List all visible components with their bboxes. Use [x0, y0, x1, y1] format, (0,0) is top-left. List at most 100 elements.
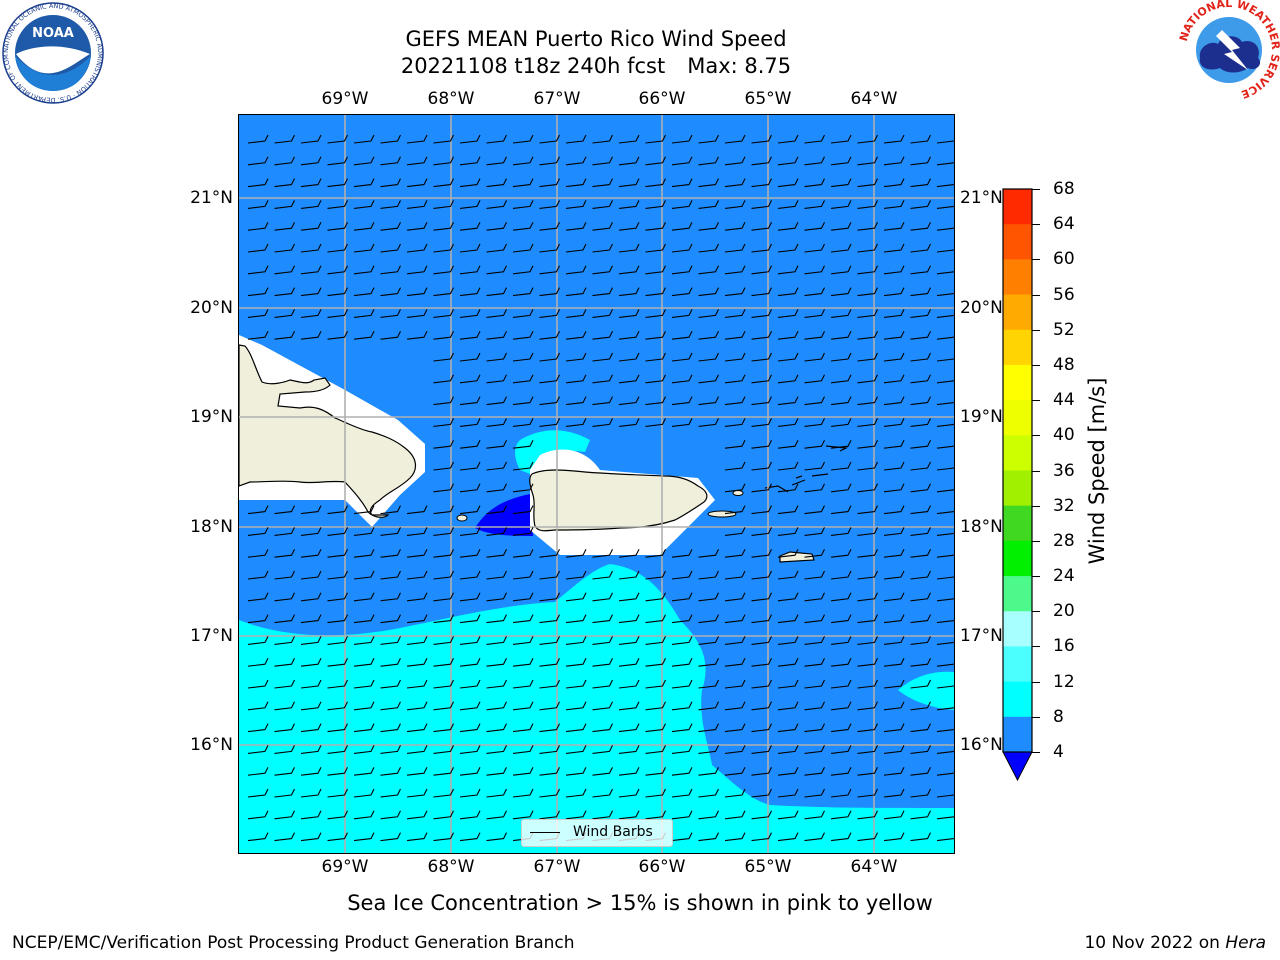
- wind-barb: [406, 287, 428, 297]
- wind-barb: [406, 309, 428, 318]
- wind-barb: [804, 614, 825, 624]
- wind-barb: [830, 636, 852, 645]
- wind-barb: [512, 636, 534, 645]
- wind-barb: [327, 832, 348, 842]
- wind-barb: [857, 374, 878, 384]
- wind-barb: [618, 221, 640, 231]
- wind-barb: [671, 265, 693, 275]
- wind-barb: [512, 309, 534, 318]
- wind-barb: [936, 510, 954, 515]
- wind-barb: [830, 374, 852, 384]
- wind-barb: [857, 832, 878, 842]
- wind-barb: [777, 527, 799, 536]
- wind-barb: [936, 750, 954, 754]
- wind-barb: [247, 701, 269, 711]
- legend-label: Wind Barbs: [573, 824, 653, 840]
- wind-barb: [274, 701, 295, 711]
- wind-barb: [671, 396, 693, 406]
- wind-barb: [777, 287, 799, 297]
- wind-barb: [857, 636, 878, 645]
- wind-barb: [274, 592, 295, 602]
- wind-barb: [645, 636, 666, 645]
- wind-barb: [857, 221, 878, 231]
- wind-barb: [804, 483, 825, 493]
- wind-barb: [751, 614, 772, 624]
- wind-barb: [645, 657, 666, 667]
- wind-barb: [565, 592, 587, 602]
- wind-barb: [724, 461, 746, 471]
- wind-barb: [353, 527, 375, 536]
- wind-barb: [830, 788, 852, 798]
- wind-barb: [565, 723, 587, 733]
- wind-barb: [433, 156, 454, 166]
- wind-barb: [433, 592, 454, 602]
- wind-barb: [406, 657, 428, 667]
- wind-barb: [910, 766, 931, 776]
- wind-barb: [698, 592, 719, 602]
- wind-barb: [830, 439, 852, 449]
- wind-barb: [274, 221, 295, 231]
- wind-barb: [777, 679, 799, 689]
- wind-barb: [804, 592, 825, 602]
- wind-barb: [327, 178, 348, 188]
- wind-barb: [380, 745, 401, 754]
- wind-barb: [883, 723, 905, 733]
- wind-barb: [512, 439, 534, 449]
- wind-barb: [459, 374, 481, 384]
- wind-barb: [724, 221, 746, 231]
- wind-barb: [353, 766, 375, 776]
- wind-barb: [936, 357, 954, 362]
- wind-barb: [512, 461, 534, 471]
- colorbar-cell: [1003, 716, 1032, 753]
- wind-barb: [486, 461, 507, 471]
- wind-barb: [724, 766, 746, 776]
- wind-barb: [751, 243, 772, 253]
- lon-label-bottom: 69°W: [321, 857, 369, 877]
- wind-barb: [751, 418, 772, 427]
- wind-barb: [459, 614, 481, 624]
- colorbar-cell: [1003, 576, 1032, 612]
- wind-barb: [751, 657, 772, 667]
- wind-barb: [777, 614, 799, 624]
- wind-barb: [565, 636, 587, 645]
- wind-barb: [830, 243, 852, 253]
- wind-barb: [274, 548, 295, 558]
- wind-barb: [724, 701, 746, 711]
- wind-barb: [936, 423, 954, 427]
- wind-barb: [433, 134, 454, 144]
- wind-barb: [671, 788, 693, 798]
- wind-barb: [724, 439, 746, 449]
- wind-barb: [936, 314, 954, 318]
- wind-barb: [565, 178, 587, 188]
- wind-barb: [327, 788, 348, 798]
- wind-barb: [406, 636, 428, 645]
- wind-barb: [459, 788, 481, 798]
- wind-barb: [724, 723, 746, 733]
- wind-barb: [433, 723, 454, 733]
- wind-barb: [936, 161, 954, 166]
- wind-barb: [512, 788, 534, 798]
- wind-barb: [459, 766, 481, 776]
- wind-barb: [910, 592, 931, 602]
- wind-barb: [406, 570, 428, 580]
- wind-barb: [565, 788, 587, 798]
- wind-barb: [459, 527, 481, 536]
- wind-barb: [274, 636, 295, 645]
- wind-barb: [777, 548, 799, 558]
- wind-barb: [618, 657, 640, 667]
- wind-barb: [592, 657, 613, 667]
- footer-date: 10 Nov 2022 on Hera: [1084, 933, 1266, 953]
- wind-barb: [830, 548, 852, 558]
- colorbar-tick-label: 60: [1053, 249, 1075, 270]
- wind-barb: [751, 505, 772, 515]
- wind-barb: [777, 396, 799, 406]
- wind-barb: [618, 614, 640, 624]
- wind-barb: [512, 374, 534, 384]
- wind-barb: [592, 592, 613, 602]
- wind-barb: [804, 505, 825, 515]
- wind-barb: [671, 200, 693, 209]
- wind-barb: [300, 570, 322, 580]
- wind-barb: [486, 766, 507, 776]
- colorbar-cell: [1003, 540, 1032, 577]
- wind-barb: [247, 570, 269, 580]
